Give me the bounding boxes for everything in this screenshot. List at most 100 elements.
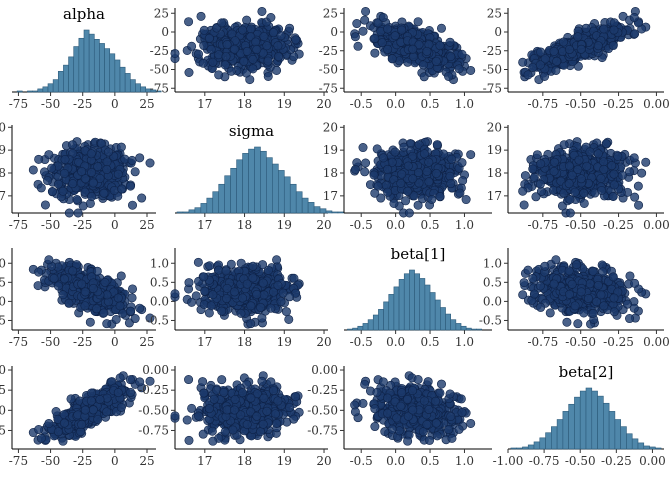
histogram-bar bbox=[455, 323, 462, 331]
scatter-point bbox=[455, 188, 465, 198]
scatter-point bbox=[601, 139, 611, 149]
scatter-point bbox=[518, 186, 528, 196]
scatter-point bbox=[641, 157, 651, 167]
scatter-point bbox=[274, 52, 284, 62]
scatter-point bbox=[187, 41, 197, 51]
scatter-point bbox=[204, 33, 214, 43]
scatter-point bbox=[536, 47, 546, 57]
scatter-point bbox=[637, 168, 647, 178]
y-tick-label: -75 bbox=[150, 81, 169, 95]
x-tick-label: 0 bbox=[111, 218, 119, 232]
scatter-point bbox=[599, 301, 609, 311]
x-tick-label: 17 bbox=[197, 97, 212, 111]
x-tick-label: -75 bbox=[9, 218, 28, 232]
scatter-point bbox=[47, 163, 57, 173]
histogram-bar bbox=[388, 294, 395, 331]
y-tick-label: 0.5 bbox=[483, 275, 502, 289]
scatter-point bbox=[272, 255, 282, 265]
histogram-bar bbox=[301, 197, 309, 214]
histogram-bar bbox=[289, 183, 297, 214]
scatter-point bbox=[117, 184, 127, 194]
scatter-point bbox=[576, 44, 586, 54]
scatter-point bbox=[259, 32, 269, 42]
scatter-point bbox=[193, 257, 203, 267]
x-tick-label: 0.5 bbox=[420, 335, 439, 349]
histogram-bar bbox=[266, 157, 273, 214]
scatter-point bbox=[353, 41, 363, 51]
scatter-point bbox=[262, 41, 272, 51]
scatter-point bbox=[564, 289, 574, 299]
histogram-bar bbox=[352, 327, 359, 331]
scatter-point bbox=[608, 191, 618, 201]
scatter-point bbox=[252, 45, 262, 55]
scatter-point bbox=[80, 174, 90, 184]
scatter-point bbox=[390, 147, 400, 157]
scatter-point bbox=[204, 308, 214, 318]
scatter-point bbox=[220, 60, 230, 70]
x-tick-label: 1.0 bbox=[455, 218, 474, 232]
scatter-point bbox=[370, 33, 380, 43]
scatter-point bbox=[73, 208, 83, 218]
histogram-bar bbox=[313, 206, 321, 214]
scatter-point bbox=[523, 265, 533, 275]
scatter-point bbox=[599, 157, 609, 167]
scatter-point bbox=[127, 293, 137, 303]
histogram-bar bbox=[260, 150, 267, 214]
histogram-bar bbox=[200, 203, 208, 214]
scatter-point bbox=[34, 267, 44, 277]
scatter-point bbox=[276, 31, 286, 41]
scatter-point bbox=[609, 307, 619, 317]
scatter-point bbox=[200, 286, 210, 296]
x-tick-label: -0.50 bbox=[565, 218, 596, 232]
y-tick-label: 0 bbox=[330, 25, 338, 39]
y-tick-label: 25 bbox=[323, 6, 338, 20]
scatter-point bbox=[607, 161, 617, 171]
scatter-point bbox=[564, 266, 574, 276]
y-tick-label: 0.00 bbox=[0, 363, 6, 377]
scatter-point bbox=[565, 208, 575, 218]
scatter-point bbox=[564, 161, 574, 171]
scatter-point bbox=[634, 200, 644, 210]
scatter-point bbox=[198, 58, 208, 68]
scatter-point bbox=[242, 279, 252, 289]
scatter-point bbox=[208, 290, 218, 300]
scatter-point bbox=[562, 317, 572, 327]
x-tick-label: -0.25 bbox=[603, 97, 634, 111]
x-tick-label: 18 bbox=[237, 335, 252, 349]
x-tick-label: 25 bbox=[139, 454, 154, 468]
scatter-point bbox=[427, 194, 437, 204]
scatter-point bbox=[625, 314, 635, 324]
scatter-point bbox=[373, 181, 383, 191]
histogram-bar bbox=[403, 273, 410, 331]
scatter-point bbox=[573, 319, 583, 329]
histogram-bar bbox=[27, 90, 33, 93]
scatter-point bbox=[404, 208, 414, 218]
scatter-point bbox=[126, 306, 136, 316]
scatter-point bbox=[528, 62, 538, 72]
scatter-point bbox=[126, 181, 136, 191]
scatter-point bbox=[196, 11, 206, 21]
histogram-bar bbox=[414, 273, 421, 331]
x-tick-label: -0.75 bbox=[527, 218, 558, 232]
scatter-point bbox=[408, 44, 418, 54]
histogram-bar bbox=[272, 163, 279, 214]
scatter-point bbox=[88, 178, 98, 188]
scatter-point bbox=[194, 49, 204, 59]
scatter-point bbox=[273, 41, 283, 51]
y-tick-label: -75 bbox=[319, 81, 338, 95]
histogram-bar bbox=[409, 269, 415, 331]
scatter-point bbox=[383, 44, 393, 54]
scatter-point bbox=[222, 294, 232, 304]
scatter-point bbox=[564, 179, 574, 189]
x-tick-label: 19 bbox=[277, 218, 292, 232]
x-tick-label: 25 bbox=[139, 218, 154, 232]
scatter-point bbox=[217, 18, 227, 28]
histogram-bar bbox=[398, 279, 405, 331]
scatter-point bbox=[170, 289, 180, 299]
scatter-point bbox=[397, 169, 407, 179]
y-tick-label: 20 bbox=[0, 120, 6, 134]
y-tick-label: 0.0 bbox=[0, 294, 6, 308]
scatter-point bbox=[585, 279, 595, 289]
histogram-bar bbox=[357, 325, 364, 331]
